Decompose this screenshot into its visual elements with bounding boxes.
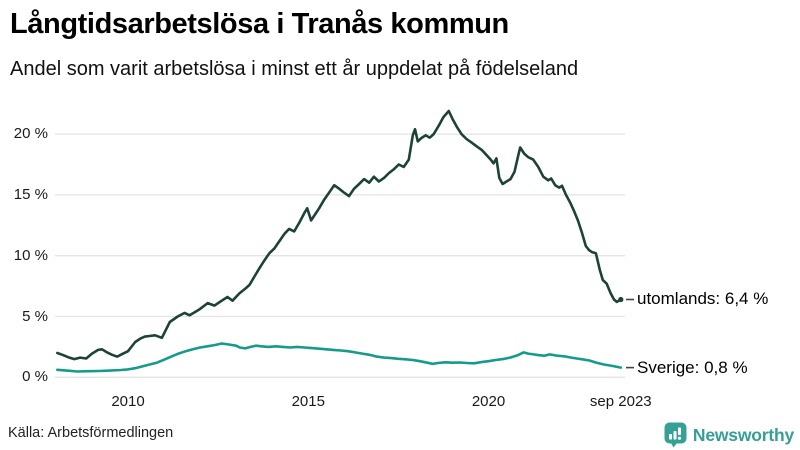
chart-subtitle: Andel som varit arbetslösa i minst ett å… [10,58,579,80]
y-tick-label: 20 % [13,125,48,143]
x-tick-label: 2015 [291,393,325,410]
newsworthy-icon [664,422,687,448]
x-tick-label: sep 2023 [589,393,652,410]
source-note: Källa: Arbetsförmedlingen [8,425,174,441]
y-tick-label: 5 % [22,307,48,325]
x-tick-label: 2020 [471,393,506,410]
newsworthy-logo: Newsworthy [664,422,794,448]
y-tick-label: 0 % [22,368,48,386]
series-label-utomlands: utomlands: 6,4 % [637,289,769,309]
series-end-dot [618,296,624,303]
series-line-utomlands [55,109,623,361]
y-tick-label: 10 % [13,246,48,264]
series-label-sverige: Sverige: 0,8 % [637,357,748,377]
page-title: Långtidsarbetslösa i Tranås kommun [10,8,509,40]
series-line-sverige [55,342,623,373]
y-tick-label: 15 % [13,185,48,203]
newsworthy-wordmark: Newsworthy [692,424,794,445]
x-tick-label: 2010 [111,393,145,410]
